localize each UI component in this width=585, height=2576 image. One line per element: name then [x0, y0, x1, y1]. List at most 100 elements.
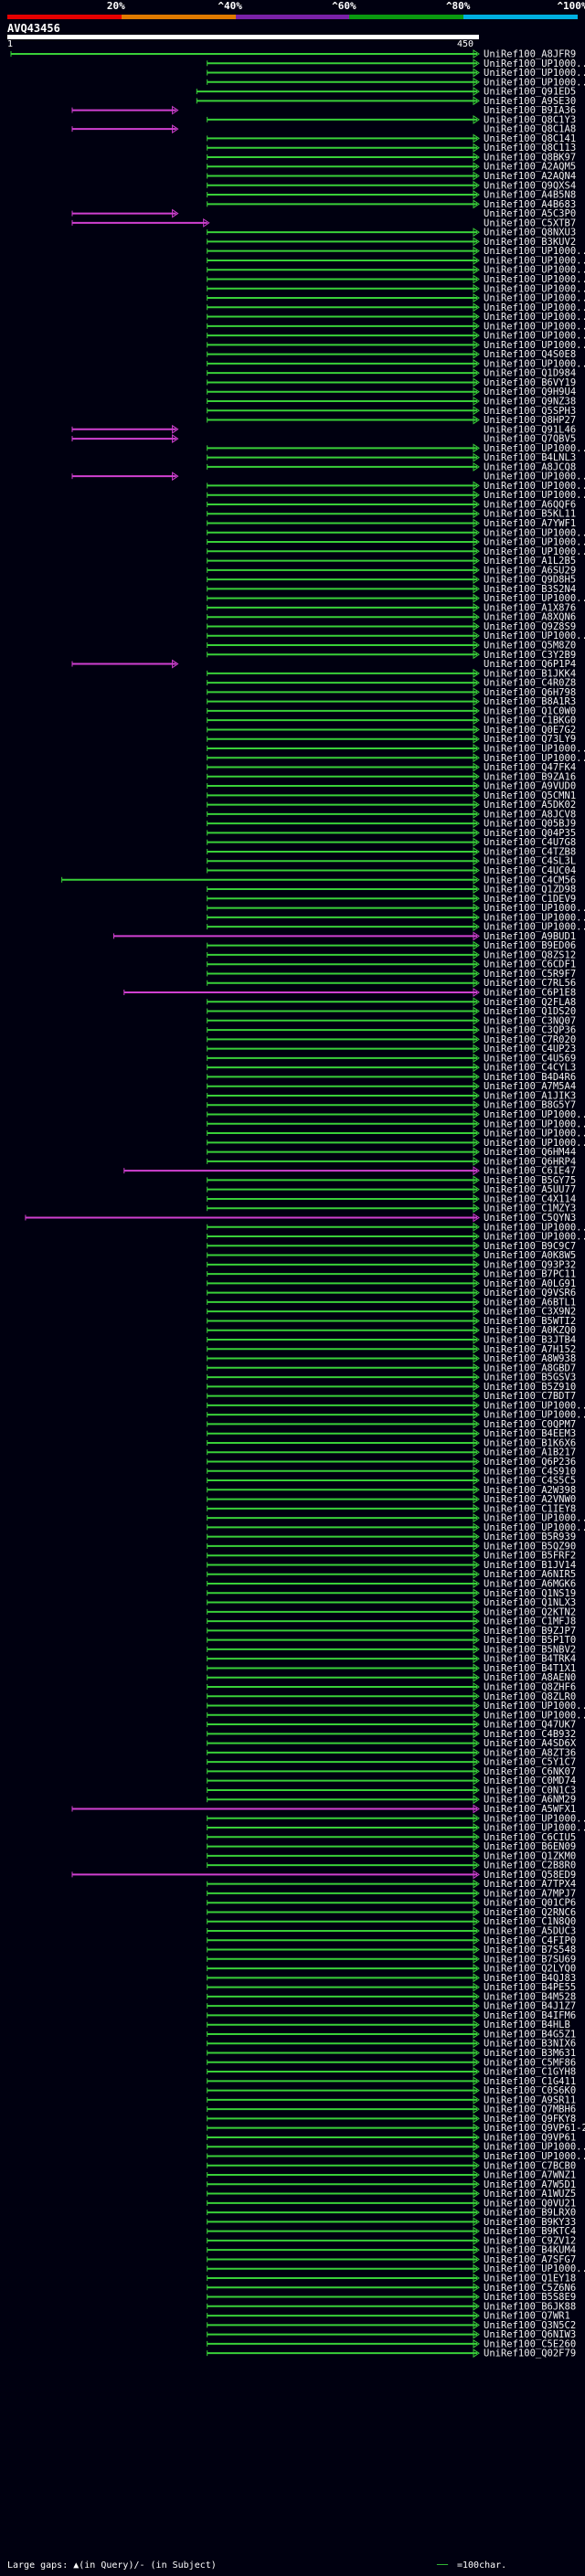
- hit-row[interactable]: UniRef100_B6VY19: [207, 377, 576, 388]
- hit-row[interactable]: UniRef100_C2B8R0: [207, 1860, 576, 1871]
- hit-row[interactable]: UniRef100_C5MF86: [207, 2057, 576, 2068]
- hit-row[interactable]: UniRef100_A8JCV8: [207, 809, 576, 820]
- hit-label[interactable]: UniRef100_B9ZJP7: [484, 1626, 576, 1637]
- hit-row[interactable]: UniRef100_A8W938: [207, 1353, 576, 1364]
- hit-label[interactable]: UniRef100_A9SE30: [484, 96, 576, 107]
- hit-row[interactable]: UniRef100_Q8C1A8: [71, 124, 576, 135]
- hit-label[interactable]: UniRef100_UP1000..: [484, 340, 585, 351]
- hit-label[interactable]: UniRef100_C4FIP0: [484, 1935, 576, 1946]
- hit-label[interactable]: UniRef100_C0S6K0: [484, 2085, 576, 2096]
- hit-row[interactable]: UniRef100_A6NM29: [207, 1795, 576, 1806]
- hit-label[interactable]: UniRef100_Q04P35: [484, 828, 576, 839]
- hit-row[interactable]: UniRef100_Q9FKY8: [207, 2114, 576, 2125]
- hit-label[interactable]: UniRef100_UP1000..: [484, 1109, 585, 1120]
- hit-label[interactable]: UniRef100_Q9Z8S9: [484, 621, 576, 632]
- hit-label[interactable]: UniRef100_A1B217: [484, 1447, 576, 1458]
- hit-row[interactable]: UniRef100_B9IA36: [71, 105, 576, 116]
- hit-row[interactable]: UniRef100_UP1000..: [207, 912, 585, 923]
- hit-label[interactable]: UniRef100_A6QQF6: [484, 499, 576, 510]
- hit-label[interactable]: UniRef100_A8JCQ8: [484, 461, 576, 472]
- hit-label[interactable]: UniRef100_C3QP36: [484, 1025, 576, 1036]
- hit-label[interactable]: UniRef100_B4HLB: [484, 2019, 570, 2030]
- hit-label[interactable]: UniRef100_A8W938: [484, 1353, 576, 1364]
- hit-label[interactable]: UniRef100_UP1000..: [484, 472, 585, 482]
- hit-row[interactable]: UniRef100_UP1000..: [207, 246, 585, 257]
- hit-label[interactable]: UniRef100_UP1000..: [484, 1513, 585, 1524]
- hit-label[interactable]: UniRef100_Q7WR1: [484, 2311, 570, 2322]
- hit-label[interactable]: UniRef100_UP1000..: [484, 903, 585, 914]
- hit-label[interactable]: UniRef100_Q1ZD98: [484, 885, 576, 896]
- hit-row[interactable]: UniRef100_A6SU29: [207, 565, 576, 576]
- hit-label[interactable]: UniRef100_C1MZY3: [484, 1203, 576, 1214]
- hit-label[interactable]: UniRef100_A6SU29: [484, 565, 576, 576]
- hit-row[interactable]: UniRef100_C4S5C5: [207, 1476, 576, 1487]
- hit-label[interactable]: UniRef100_C1MFJ8: [484, 1617, 576, 1627]
- hit-row[interactable]: UniRef100_C0N1C3: [207, 1785, 576, 1796]
- hit-row[interactable]: UniRef100_Q5SPH3: [207, 406, 576, 417]
- hit-label[interactable]: UniRef100_B4J1Z7: [484, 2001, 576, 2012]
- hit-row[interactable]: UniRef100_Q1DS20: [207, 1006, 576, 1017]
- hit-row[interactable]: UniRef100_B4QJ83: [207, 1973, 576, 1984]
- hit-label[interactable]: UniRef100_UP1000..: [484, 331, 585, 342]
- hit-row[interactable]: UniRef100_B7SU69: [207, 1954, 576, 1965]
- hit-label[interactable]: UniRef100_Q6HM44: [484, 1147, 576, 1158]
- hit-row[interactable]: UniRef100_A5DK02: [207, 800, 576, 811]
- hit-label[interactable]: UniRef100_Q8ZHF6: [484, 1681, 576, 1692]
- hit-label[interactable]: UniRef100_Q1D984: [484, 368, 576, 379]
- hit-label[interactable]: UniRef100_Q9FKY8: [484, 2114, 576, 2125]
- hit-label[interactable]: UniRef100_UP1000..: [484, 1138, 585, 1149]
- hit-label[interactable]: UniRef100_C5Z6N6: [484, 2283, 576, 2294]
- hit-row[interactable]: UniRef100_C3NQ07: [207, 1015, 576, 1026]
- hit-label[interactable]: UniRef100_C4TZB8: [484, 846, 576, 857]
- hit-row[interactable]: UniRef100_B4HLB: [207, 2019, 570, 2030]
- hit-row[interactable]: UniRef100_C7RL56: [207, 978, 576, 989]
- hit-label[interactable]: UniRef100_Q0VU21: [484, 2198, 576, 2209]
- hit-label[interactable]: UniRef100_UP1000..: [484, 2142, 585, 2153]
- hit-row[interactable]: UniRef100_B5QZ90: [207, 1541, 576, 1552]
- hit-label[interactable]: UniRef100_Q4S0E8: [484, 349, 576, 360]
- hit-row[interactable]: UniRef100_B4D4R6: [207, 1072, 576, 1083]
- hit-row[interactable]: UniRef100_UP1000..: [207, 2142, 585, 2153]
- hit-label[interactable]: UniRef100_C4U7G8: [484, 837, 576, 848]
- hit-row[interactable]: UniRef100_C4B932: [207, 1729, 576, 1740]
- hit-label[interactable]: UniRef100_UP1000..: [484, 1522, 585, 1533]
- hit-label[interactable]: UniRef100_Q9VP61: [484, 2132, 576, 2143]
- hit-row[interactable]: UniRef100_UP1000..: [207, 753, 585, 764]
- hit-label[interactable]: UniRef100_Q8NXU3: [484, 228, 576, 239]
- hit-row[interactable]: UniRef100_C1N8Q0: [207, 1916, 576, 1927]
- hit-row[interactable]: UniRef100_B7PC11: [207, 1269, 576, 1280]
- hit-label[interactable]: UniRef100_UP1000..: [484, 922, 585, 933]
- hit-row[interactable]: UniRef100_A9SR11: [207, 2094, 576, 2105]
- hit-row[interactable]: UniRef100_UP1000..: [207, 1710, 585, 1721]
- hit-label[interactable]: UniRef100_Q02F79: [484, 2348, 576, 2359]
- hit-row[interactable]: UniRef100_C4CM56: [61, 875, 576, 885]
- hit-label[interactable]: UniRef100_Q01CP6: [484, 1898, 576, 1909]
- hit-row[interactable]: UniRef100_Q91ED5: [196, 87, 576, 98]
- hit-label[interactable]: UniRef100_A7H152: [484, 1344, 576, 1355]
- hit-label[interactable]: UniRef100_C3X9N2: [484, 1307, 576, 1318]
- hit-label[interactable]: UniRef100_B9KY33: [484, 2217, 576, 2228]
- hit-row[interactable]: UniRef100_UP1000..: [207, 537, 585, 548]
- hit-label[interactable]: UniRef100_C5QYN3: [484, 1213, 576, 1224]
- hit-row[interactable]: UniRef100_UP1000..: [207, 2151, 585, 2162]
- hit-label[interactable]: UniRef100_B6EN09: [484, 1841, 576, 1852]
- hit-label[interactable]: UniRef100_C5R9F7: [484, 969, 576, 980]
- hit-label[interactable]: UniRef100_C7BCB0: [484, 2160, 576, 2171]
- hit-label[interactable]: UniRef100_UP1000..: [484, 1232, 585, 1243]
- hit-row[interactable]: UniRef100_C0S6K0: [207, 2085, 576, 2096]
- hit-row[interactable]: UniRef100_B4G5Z1: [207, 2029, 576, 2040]
- hit-row[interactable]: UniRef100_A6BTL1: [207, 1297, 576, 1308]
- hit-label[interactable]: UniRef100_B6VY19: [484, 377, 576, 388]
- hit-row[interactable]: UniRef100_B3M631: [207, 2048, 576, 2059]
- hit-label[interactable]: UniRef100_Q8C1Y3: [484, 114, 576, 125]
- hit-row[interactable]: UniRef100_UP1000..: [207, 340, 585, 351]
- hit-row[interactable]: UniRef100_A1WUZ5: [207, 2189, 576, 2200]
- hit-row[interactable]: UniRef100_UP1000..: [207, 358, 585, 369]
- hit-row[interactable]: UniRef100_C0QPM7: [207, 1419, 576, 1430]
- hit-label[interactable]: UniRef100_UP1000..: [484, 1701, 585, 1712]
- hit-label[interactable]: UniRef100_UP1000..: [484, 1823, 585, 1834]
- hit-label[interactable]: UniRef100_A6NIR5: [484, 1569, 576, 1580]
- hit-row[interactable]: UniRef100_A1B217: [207, 1447, 576, 1458]
- hit-row[interactable]: UniRef100_A9SE30: [196, 96, 576, 107]
- hit-label[interactable]: UniRef100_Q7QBV5: [484, 434, 576, 445]
